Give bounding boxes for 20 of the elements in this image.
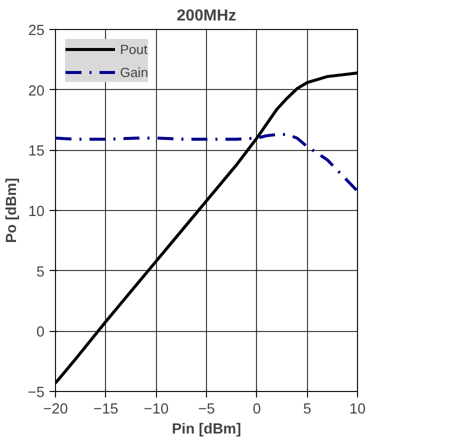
x-tick-label: 0 (252, 402, 261, 418)
x-tick-label: −20 (43, 402, 68, 418)
chart-title: 200MHz (176, 8, 236, 24)
x-tick-label: −15 (93, 402, 118, 418)
y-tick-label: 0 (36, 324, 45, 341)
y-tick-label: 10 (28, 204, 45, 220)
x-tick-label: −10 (144, 402, 169, 418)
y-axis-title: Po [dBm] (4, 178, 20, 244)
x-tick-label: −5 (198, 402, 215, 418)
y-tick-label: 20 (28, 83, 45, 100)
x-axis-title: Pin [dBm] (172, 422, 242, 438)
y-tick-label: −5 (28, 385, 45, 401)
y-tick-label: 25 (28, 23, 45, 39)
legend-label: Pout (120, 42, 148, 56)
x-tick-label: 5 (303, 402, 312, 418)
y-tick-label: 5 (36, 264, 45, 280)
y-tick-label: 15 (28, 144, 45, 160)
line-series (56, 132, 358, 193)
x-tick-label: 10 (349, 402, 366, 418)
legend-label: Gain (120, 64, 148, 80)
